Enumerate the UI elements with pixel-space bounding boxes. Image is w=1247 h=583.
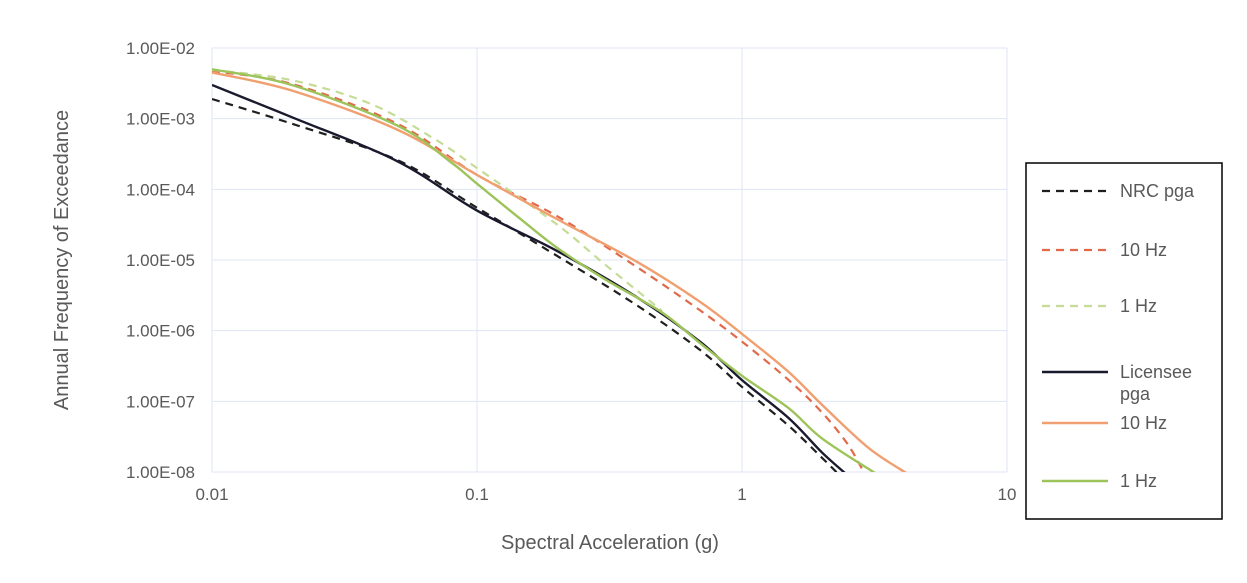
y-tick-label: 1.00E-08 — [126, 463, 195, 482]
y-tick-label: 1.00E-05 — [126, 251, 195, 270]
legend-label-nrc-10hz: 10 Hz — [1120, 240, 1167, 260]
x-tick-label: 1 — [737, 485, 746, 504]
legend-label-nrc-1hz: 1 Hz — [1120, 296, 1157, 316]
x-tick-label: 10 — [998, 485, 1017, 504]
series-lines — [212, 68, 907, 472]
y-tick-label: 1.00E-02 — [126, 39, 195, 58]
y-tick-labels: 1.00E-02 1.00E-03 1.00E-04 1.00E-05 1.00E-06… — [126, 39, 195, 482]
y-tick-label: 1.00E-03 — [126, 110, 195, 129]
series-line-nrc-pga — [212, 97, 838, 472]
series-line-licensee-pga — [212, 83, 846, 472]
y-tick-label: 1.00E-07 — [126, 392, 195, 411]
legend-label-licensee-10hz: 10 Hz — [1120, 413, 1167, 433]
legend-label-nrc-pga: NRC pga — [1120, 181, 1195, 201]
series-line-nrc-10hz — [212, 70, 865, 472]
series-line-licensee-1hz — [212, 68, 876, 472]
x-tick-label: 0.1 — [465, 485, 489, 504]
series-line-licensee-10hz — [212, 71, 907, 472]
x-tick-labels: 0.01 0.1 1 10 — [195, 485, 1016, 504]
y-tick-label: 1.00E-06 — [126, 322, 195, 341]
legend-label-licensee-pga: Licensee pga — [1120, 362, 1192, 404]
grid-lines — [211, 47, 1008, 473]
legend-label-licensee-1hz: 1 Hz — [1120, 471, 1157, 491]
y-tick-label: 1.00E-04 — [126, 180, 195, 199]
x-tick-label: 0.01 — [195, 485, 228, 504]
legend: NRC pga 10 Hz 1 Hz Licensee pga 10 Hz 1 Hz — [1025, 162, 1223, 520]
legend-box — [1025, 162, 1223, 520]
series-line-nrc-1hz — [212, 68, 663, 312]
x-axis-title: Spectral Acceleration (g) — [501, 532, 719, 554]
y-axis-title: Annual Frequency of Exceedance — [51, 110, 73, 410]
